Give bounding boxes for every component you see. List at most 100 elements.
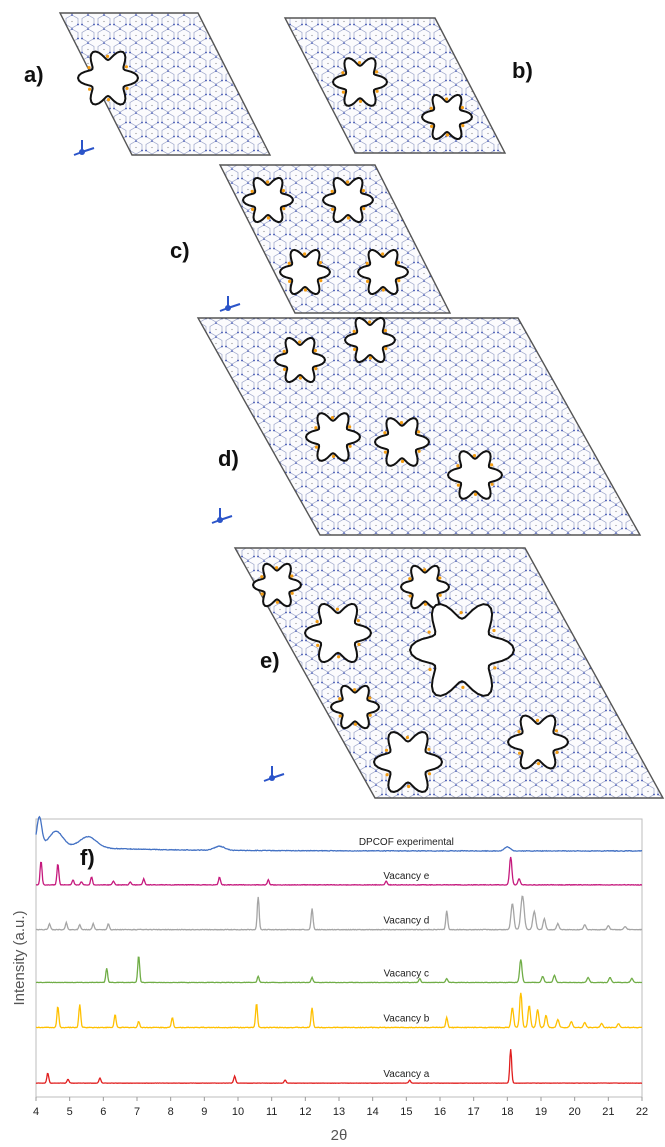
vacancy-pore bbox=[321, 176, 375, 224]
rim-atom bbox=[417, 430, 421, 434]
panel-b: b) bbox=[283, 17, 533, 154]
x-tick-label: 20 bbox=[569, 1106, 581, 1118]
x-tick-label: 10 bbox=[232, 1106, 244, 1118]
panel-label-d: d) bbox=[218, 446, 239, 471]
x-tick-label: 5 bbox=[67, 1106, 73, 1118]
rim-atom bbox=[287, 261, 291, 265]
vacancy-pore bbox=[372, 730, 444, 794]
panel-label-b: b) bbox=[512, 58, 533, 83]
rim-atom bbox=[456, 464, 460, 468]
rim-atom bbox=[518, 751, 522, 755]
rim-atom bbox=[490, 463, 494, 467]
vacancy-pore bbox=[420, 93, 474, 141]
rim-atom bbox=[438, 576, 442, 580]
rim-atom bbox=[407, 784, 411, 789]
rim-atom bbox=[456, 483, 460, 487]
rim-atom bbox=[368, 356, 372, 360]
rim-atom bbox=[357, 61, 362, 65]
vacancy-pore bbox=[356, 248, 410, 296]
vacancy-pore bbox=[506, 714, 570, 770]
rim-atom bbox=[303, 252, 307, 256]
rim-atom bbox=[357, 642, 361, 647]
rim-atom bbox=[493, 666, 497, 670]
axes-icon bbox=[73, 140, 95, 156]
rim-atom bbox=[365, 261, 369, 265]
panel-label-f: f) bbox=[80, 845, 95, 870]
rim-atom bbox=[408, 577, 412, 581]
rim-atom bbox=[298, 376, 302, 380]
rim-atom bbox=[337, 655, 341, 659]
rim-atom bbox=[445, 133, 449, 137]
rim-atom bbox=[335, 607, 339, 611]
rim-atom bbox=[381, 252, 385, 256]
series-label-2: Vacancy d bbox=[383, 916, 429, 927]
panel-d: d) bbox=[196, 316, 642, 536]
rim-atom bbox=[88, 87, 92, 91]
series-label-5: Vacancy a bbox=[383, 1069, 429, 1080]
series-line-4 bbox=[36, 992, 643, 1029]
rim-atom bbox=[87, 66, 91, 70]
vacancy-pore bbox=[303, 602, 373, 664]
vacancy-pore bbox=[278, 248, 332, 296]
x-tick-label: 22 bbox=[636, 1106, 648, 1118]
rim-atom bbox=[314, 445, 318, 449]
rim-atom bbox=[429, 106, 433, 110]
vacancy-pore bbox=[446, 450, 504, 500]
rim-atom bbox=[555, 750, 559, 755]
rim-atom bbox=[290, 574, 294, 578]
rim-atom bbox=[275, 600, 279, 604]
unit-cell-d bbox=[196, 317, 642, 536]
rim-atom bbox=[331, 207, 335, 211]
rim-atom bbox=[405, 735, 409, 740]
rim-atom bbox=[396, 261, 400, 265]
rim-atom bbox=[358, 99, 363, 103]
rim-atom bbox=[368, 713, 372, 717]
x-tick-label: 17 bbox=[468, 1106, 480, 1118]
x-tick-label: 15 bbox=[400, 1106, 412, 1118]
rim-atom bbox=[331, 454, 336, 458]
rim-atom bbox=[384, 748, 389, 752]
rim-atom bbox=[408, 594, 412, 598]
rim-atom bbox=[438, 593, 442, 597]
rim-atom bbox=[330, 189, 334, 193]
vacancy-pore bbox=[251, 562, 303, 608]
vacancy-pore bbox=[273, 336, 327, 384]
rim-atom bbox=[346, 216, 350, 220]
panel-e: e) bbox=[233, 547, 665, 799]
rim-atom bbox=[362, 207, 366, 211]
rim-atom bbox=[330, 416, 335, 420]
rim-atom bbox=[106, 98, 111, 102]
x-tick-label: 4 bbox=[33, 1106, 39, 1118]
rim-atom bbox=[383, 329, 387, 333]
rim-atom bbox=[319, 279, 323, 283]
rim-atom bbox=[348, 444, 352, 448]
rim-atom bbox=[260, 575, 264, 579]
rim-atom bbox=[445, 97, 449, 101]
x-tick-label: 9 bbox=[201, 1106, 207, 1118]
axes-icon bbox=[219, 296, 241, 312]
rim-atom bbox=[313, 349, 317, 353]
rim-atom bbox=[353, 347, 357, 351]
rim-atom bbox=[427, 630, 431, 634]
x-tick-label: 21 bbox=[602, 1106, 614, 1118]
rim-atom bbox=[399, 421, 404, 425]
rim-atom bbox=[303, 288, 307, 292]
unit-cell-a bbox=[58, 12, 272, 156]
series-line-0 bbox=[35, 815, 643, 853]
rim-atom bbox=[105, 54, 110, 59]
rim-atom bbox=[397, 279, 401, 283]
rim-atom bbox=[316, 643, 320, 648]
x-tick-label: 18 bbox=[501, 1106, 513, 1118]
rim-atom bbox=[282, 349, 286, 353]
x-tick-label: 7 bbox=[134, 1106, 140, 1118]
rim-atom bbox=[124, 65, 128, 69]
rim-atom bbox=[314, 426, 318, 430]
rim-atom bbox=[298, 340, 302, 344]
rim-atom bbox=[368, 696, 372, 700]
rim-atom bbox=[375, 89, 379, 93]
x-tick-label: 11 bbox=[266, 1106, 277, 1118]
rim-atom bbox=[383, 450, 387, 454]
vacancy-pore bbox=[331, 57, 389, 107]
x-tick-label: 6 bbox=[100, 1106, 106, 1118]
rim-atom bbox=[473, 492, 478, 496]
